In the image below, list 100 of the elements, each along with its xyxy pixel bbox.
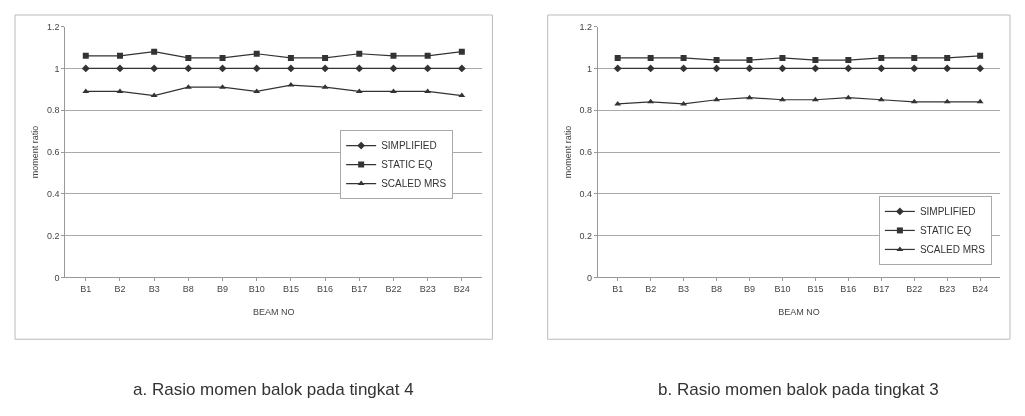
x-tick-label: B24 [453,284,470,295]
point [219,54,226,61]
point [614,54,621,61]
point [219,84,226,89]
point [910,64,919,73]
x-tick-label: B17 [873,284,890,295]
point [977,52,984,59]
point [355,64,364,73]
point [976,64,985,73]
x-tick-label: B8 [182,284,194,295]
point [252,64,261,73]
point [812,57,819,64]
text: a. Rasio momen balok pada tingkat 4 [133,380,414,399]
x-tick-label: B2 [114,284,126,295]
text: b. Rasio momen balok pada tingkat 3 [658,380,939,399]
x-tick-label: B17 [351,284,368,295]
point [878,54,885,61]
y-tick-label: 0.2 [579,230,593,241]
x-tick-label: B1 [80,284,92,295]
x-tick-label: B23 [419,284,436,295]
legend-label: SIMPLIFIED [381,140,437,152]
legend-label: STATIC EQ [919,225,972,237]
y-tick-label: 0.2 [46,230,60,241]
x-axis-title: BEAM NO [253,307,295,318]
y-tick-label: 1.2 [579,21,593,32]
x-tick-label: B23 [939,284,956,295]
x-tick-label: B15 [282,284,299,295]
x-tick-label: B22 [385,284,402,295]
point [356,50,363,57]
point [779,54,786,61]
x-tick-label: B15 [807,284,824,295]
point [82,52,89,59]
point [844,94,852,100]
point [287,64,295,73]
point [321,64,329,73]
y-tick-label: 0 [587,272,593,283]
point [424,52,431,59]
point [745,64,754,73]
point [877,64,886,73]
point [116,52,123,59]
point [646,64,655,73]
point [944,54,951,61]
point [712,64,721,73]
x-tick-label: B10 [248,284,265,295]
point [458,92,466,98]
x-tick-label: B16 [317,284,334,295]
point [457,64,466,73]
point [150,92,158,98]
point [322,54,329,61]
x-tick-label: B8 [711,284,723,295]
legend-label: STATIC EQ [381,159,433,171]
point [185,54,192,61]
point [423,64,432,73]
point [746,57,753,64]
x-tick-label: B9 [743,284,755,295]
point [116,64,124,73]
point [713,57,720,64]
point [287,54,294,61]
point [647,54,654,61]
point [844,64,853,73]
x-tick-label: B3 [148,284,160,295]
point [390,52,397,59]
x-tick-label: B24 [972,284,989,295]
point [151,48,158,55]
y-tick-label: 1 [587,63,593,74]
y-tick-label: 0.8 [579,105,593,116]
y-axis-title: moment ratio [30,125,41,179]
point [845,57,852,64]
y-tick-label: 0.4 [46,189,60,199]
point [943,64,952,73]
x-tick-label: B1 [612,284,624,295]
point [218,64,227,73]
point [81,64,90,73]
x-tick-label: B9 [217,284,229,295]
x-tick-label: B22 [906,284,923,295]
point [184,64,193,73]
y-axis-title: moment ratio [562,125,573,179]
point [389,64,398,73]
y-tick-label: 0.4 [579,189,593,199]
point [679,64,688,73]
point [811,64,820,73]
point [911,54,918,61]
point [390,88,397,93]
legend-label: SIMPLIFIED [919,206,976,218]
y-tick-label: 0.6 [579,147,593,158]
y-tick-label: 0.8 [46,105,60,116]
y-tick-label: 0 [54,272,60,283]
x-tick-label: B10 [774,284,791,295]
x-axis-title: BEAM NO [778,307,820,318]
y-tick-label: 1.2 [46,21,60,32]
y-tick-label: 0.6 [46,147,60,158]
point [778,64,787,73]
x-tick-label: B3 [678,284,690,295]
legend-label: SCALED MRS [919,244,986,256]
point [253,50,260,57]
point [680,54,687,61]
y-tick-label: 1 [54,63,60,74]
point [613,64,622,73]
legend-label: SCALED MRS [381,178,447,190]
point [150,64,159,73]
